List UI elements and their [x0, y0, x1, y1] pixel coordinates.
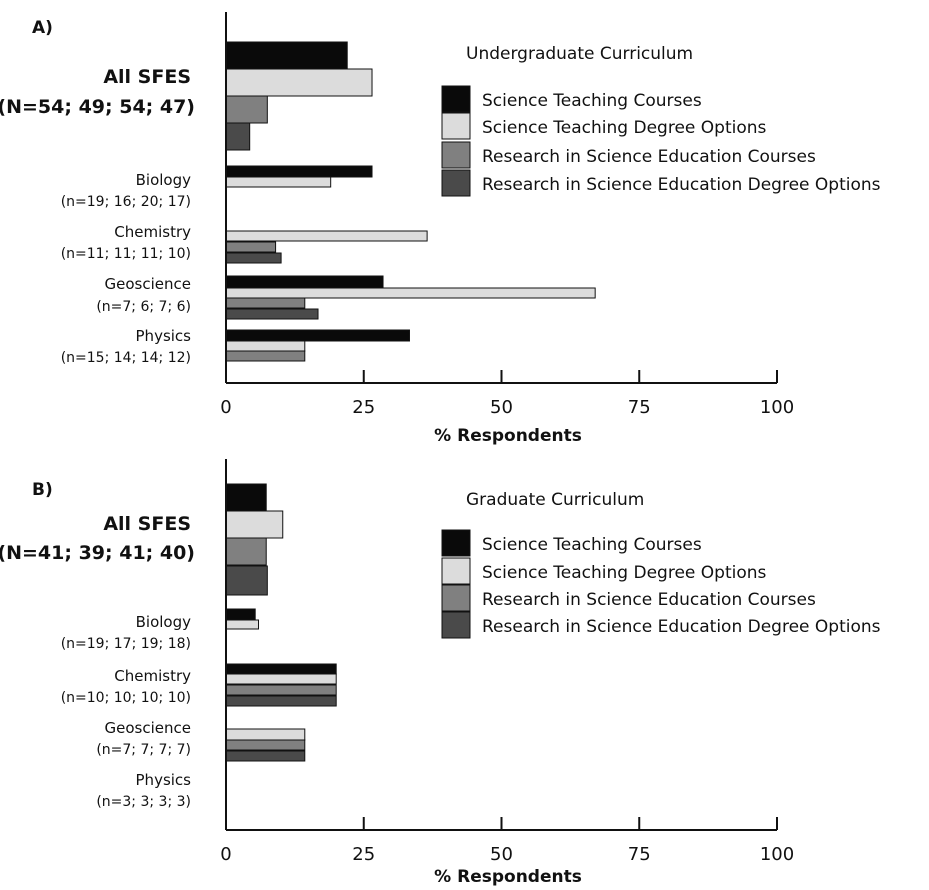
bar-all-sfes-series-4 [225, 122, 251, 151]
bar-geoscience-series-4 [225, 750, 306, 762]
bar-physics-series-1 [225, 329, 410, 342]
bar-geoscience-series-1 [225, 275, 384, 289]
bar-chemistry-series-2 [225, 673, 337, 685]
legend-title: Undergraduate Curriculum [466, 44, 693, 64]
legend-label: Research in Science Education Courses [482, 590, 816, 610]
bar-chemistry-series-1 [225, 663, 337, 675]
legend-swatch [441, 529, 471, 557]
category-label: Biology [136, 613, 192, 631]
legend-label: Science Teaching Degree Options [482, 563, 767, 583]
panel-letter: A) [32, 18, 53, 38]
legend-label: Science Teaching Degree Options [482, 118, 767, 138]
category-label: All SFES [103, 513, 191, 535]
legend-swatch [441, 112, 471, 140]
x-axis-label: % Respondents [434, 867, 582, 886]
x-tick-label: 100 [760, 397, 794, 418]
legend-label: Research in Science Education Degree Opt… [482, 617, 881, 637]
bar-chemistry-series-4 [225, 252, 282, 264]
panel-letter: B) [32, 480, 53, 500]
bar-biology-series-2 [225, 619, 260, 630]
bar-chemistry-series-3 [225, 241, 277, 253]
legend-swatch [441, 611, 471, 639]
bar-physics-series-3 [225, 350, 306, 362]
x-tick-label: 0 [220, 844, 231, 865]
category-n-label: (n=7; 7; 7; 7) [96, 742, 191, 758]
category-n-label: (n=19; 17; 19; 18) [61, 636, 191, 652]
bar-geoscience-series-4 [225, 308, 319, 320]
x-tick-label: 25 [352, 397, 375, 418]
bar-chemistry-series-2 [225, 230, 428, 242]
bar-chemistry-series-4 [225, 695, 337, 707]
legend-swatch [441, 141, 471, 169]
category-label: Physics [136, 327, 192, 345]
bar-all-sfes-series-3 [225, 537, 267, 566]
category-label: Geoscience [105, 275, 191, 293]
x-tick-label: 25 [352, 844, 375, 865]
bar-chemistry-series-3 [225, 684, 337, 696]
category-label: Chemistry [114, 667, 191, 685]
category-label: Physics [136, 771, 192, 789]
x-tick-label: 0 [220, 397, 231, 418]
legend-label: Research in Science Education Degree Opt… [482, 175, 881, 195]
bar-geoscience-series-3 [225, 297, 306, 309]
bar-all-sfes-series-3 [225, 95, 268, 124]
category-label: All SFES [103, 66, 191, 88]
legend-swatch [441, 85, 471, 113]
x-tick-label: 50 [490, 844, 513, 865]
bar-all-sfes-series-1 [225, 483, 267, 512]
legend-label: Research in Science Education Courses [482, 147, 816, 167]
category-label: Chemistry [114, 223, 191, 241]
legend-title: Graduate Curriculum [466, 490, 644, 510]
x-tick-label: 100 [760, 844, 794, 865]
category-n-label: (n=3; 3; 3; 3) [96, 794, 191, 810]
legend-swatch [441, 169, 471, 197]
category-n-label: (n=15; 14; 14; 12) [61, 350, 191, 366]
bar-geoscience-series-2 [225, 728, 306, 741]
bar-geoscience-series-2 [225, 287, 596, 299]
category-n-label: (N=41; 39; 41; 40) [0, 542, 195, 564]
legend-label: Science Teaching Courses [482, 91, 702, 111]
legend-swatch [441, 584, 471, 612]
bar-all-sfes-series-1 [225, 41, 348, 70]
category-label: Biology [136, 171, 192, 189]
legend-label: Science Teaching Courses [482, 535, 702, 555]
category-n-label: (n=7; 6; 7; 6) [96, 299, 191, 315]
category-n-label: (n=19; 16; 20; 17) [61, 194, 191, 210]
legend-swatch [441, 557, 471, 585]
bar-all-sfes-series-2 [225, 510, 284, 539]
category-n-label: (N=54; 49; 54; 47) [0, 96, 195, 118]
bar-all-sfes-series-4 [225, 565, 268, 596]
bar-biology-series-1 [225, 608, 256, 621]
bar-biology-series-1 [225, 165, 373, 178]
bar-all-sfes-series-2 [225, 68, 373, 97]
category-n-label: (n=11; 11; 11; 10) [61, 246, 191, 262]
category-label: Geoscience [105, 719, 191, 737]
x-tick-label: 75 [628, 397, 651, 418]
bar-geoscience-series-3 [225, 739, 306, 751]
x-tick-label: 50 [490, 397, 513, 418]
bar-biology-series-2 [225, 176, 332, 188]
x-axis-label: % Respondents [434, 426, 582, 446]
x-tick-label: 75 [628, 844, 651, 865]
bar-physics-series-2 [225, 340, 306, 352]
category-n-label: (n=10; 10; 10; 10) [61, 690, 191, 706]
